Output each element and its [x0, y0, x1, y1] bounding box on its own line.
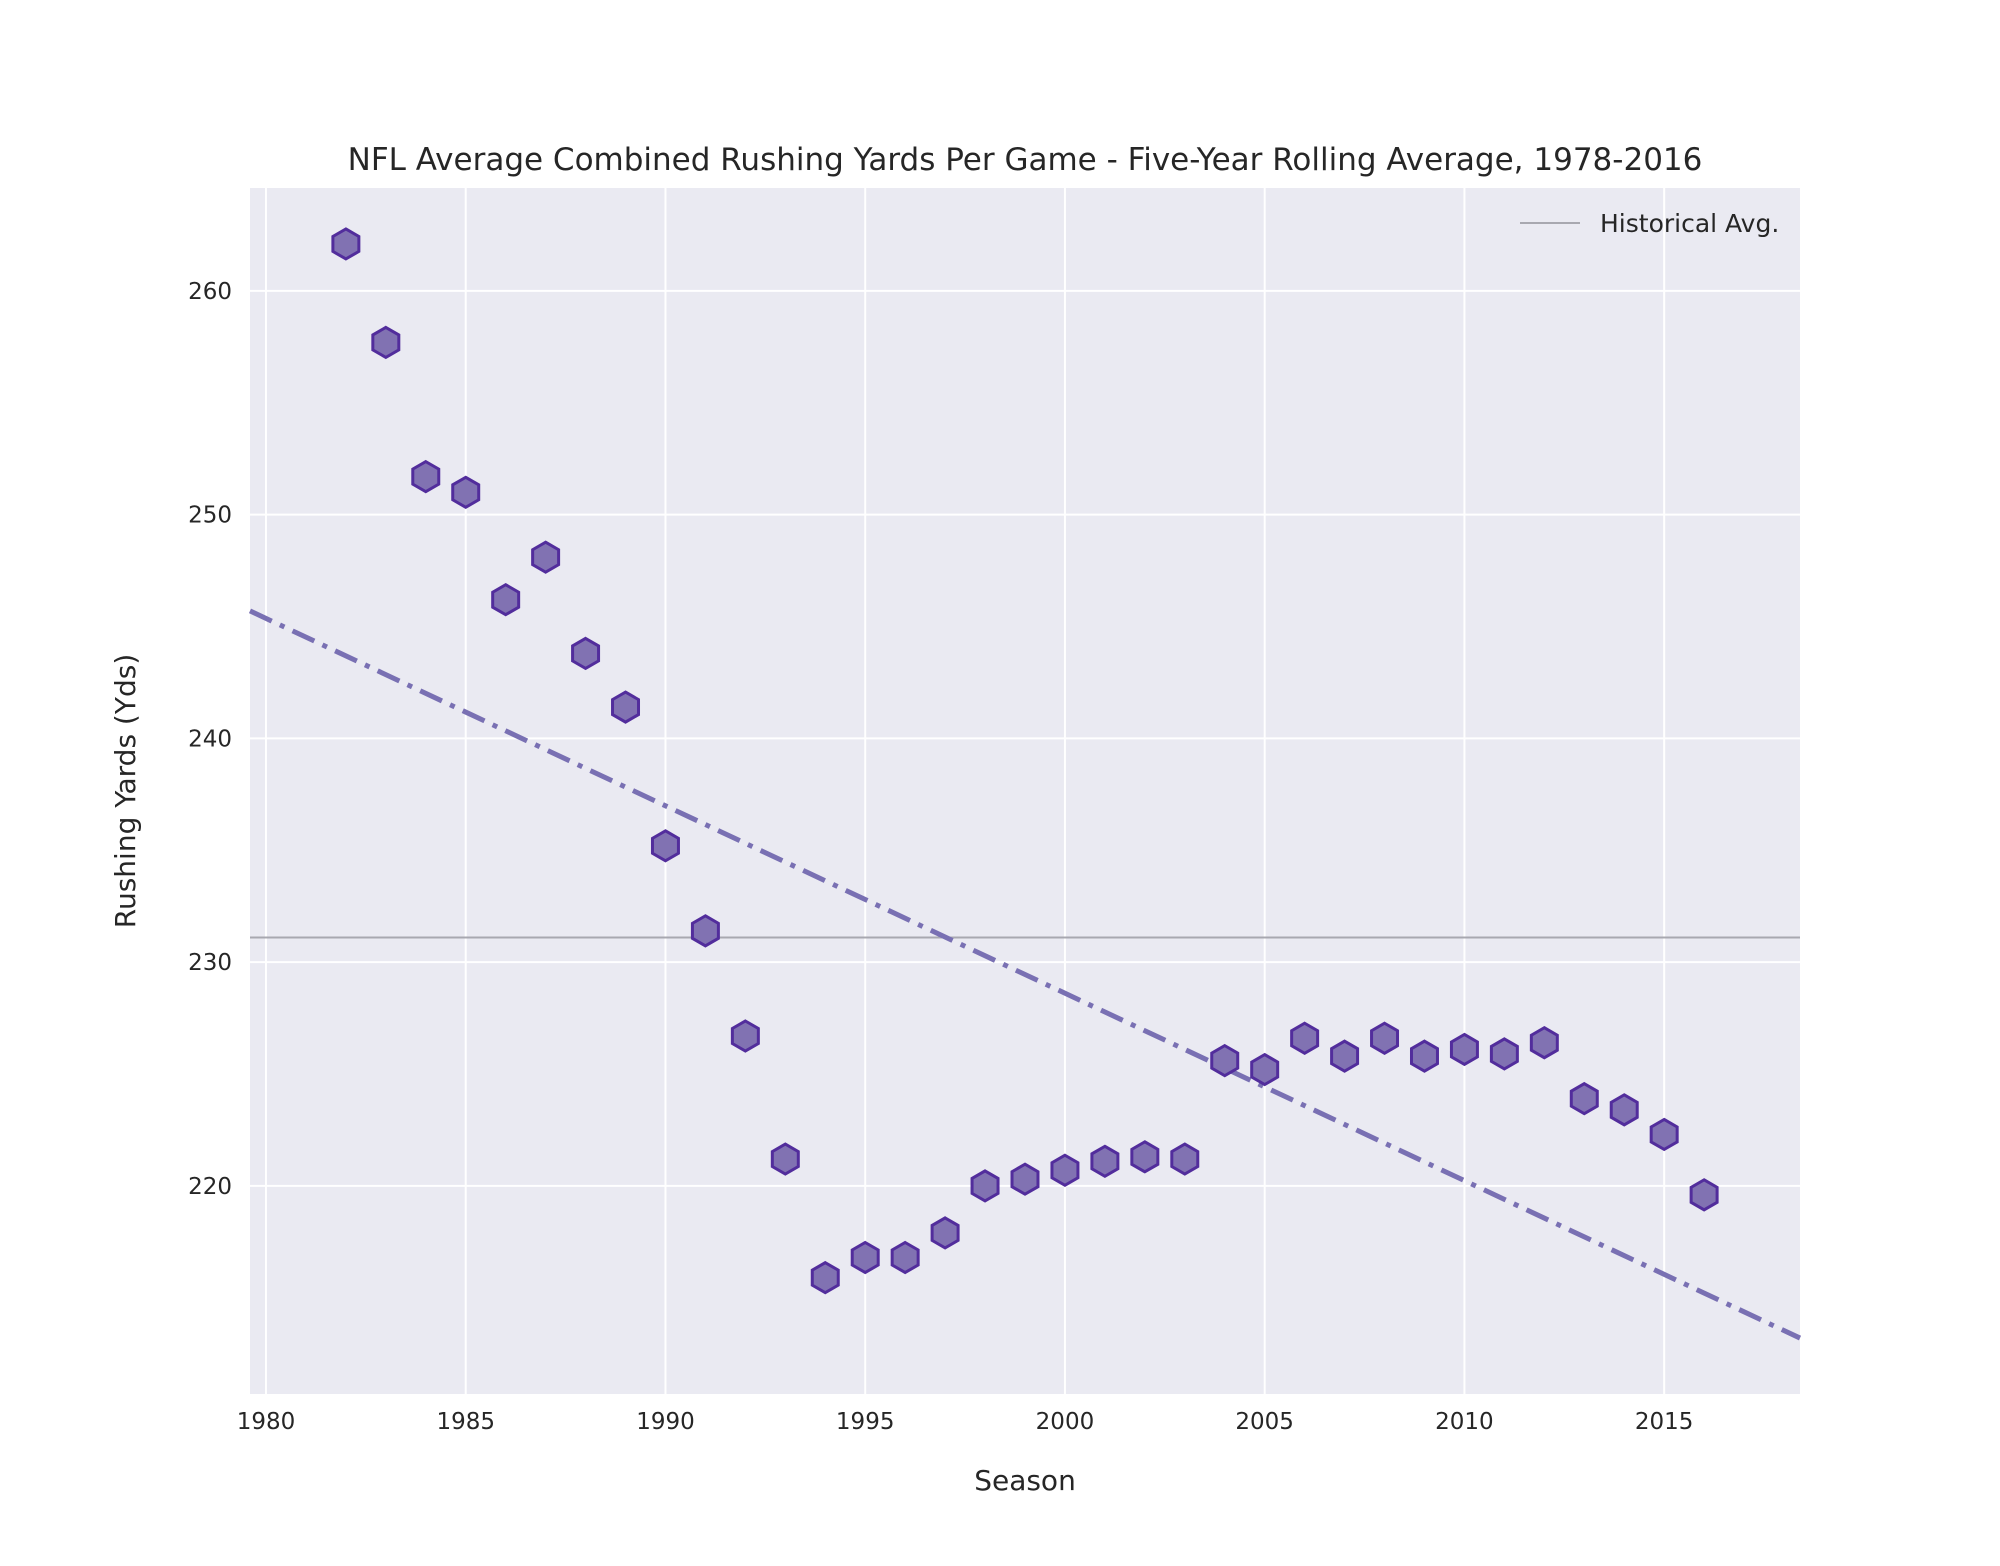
data-point: [730, 1019, 760, 1053]
data-point: [1449, 1032, 1479, 1067]
data-point: [1210, 1043, 1240, 1078]
data-point: [1250, 1052, 1280, 1087]
x-tick-label: 1980: [237, 1409, 296, 1435]
data-point: [970, 1169, 1000, 1203]
data-point: [1689, 1178, 1719, 1212]
data-point: [770, 1142, 800, 1176]
x-tick-label: 2000: [1036, 1409, 1095, 1435]
data-point: [491, 582, 521, 617]
data-point: [1489, 1037, 1519, 1071]
data-point: [1409, 1039, 1439, 1073]
x-tick-label: 1990: [636, 1409, 695, 1435]
data-point: [1330, 1039, 1360, 1073]
trend-line-layer: [248, 608, 1802, 1341]
plot-background: [250, 188, 1800, 1394]
data-point: [930, 1216, 960, 1250]
chart-title: NFL Average Combined Rushing Yards Per G…: [348, 142, 1703, 178]
y-tick-label: 230: [188, 950, 232, 976]
data-point: [890, 1240, 920, 1275]
data-point: [1010, 1162, 1040, 1196]
y-axis-label: Rushing Yards (Yds): [109, 654, 142, 928]
y-tick-label: 260: [188, 279, 232, 305]
x-tick-label: 2005: [1235, 1409, 1294, 1435]
y-tick-label: 220: [188, 1174, 232, 1200]
data-point: [531, 540, 561, 574]
data-point: [1090, 1144, 1120, 1179]
y-tick-label: 240: [188, 726, 232, 752]
data-point: [611, 690, 641, 724]
data-point: [371, 325, 401, 360]
x-tick-label: 2015: [1635, 1409, 1694, 1435]
x-tick-label: 1995: [836, 1409, 895, 1435]
y-tick-label: 250: [188, 503, 232, 529]
data-point: [331, 227, 361, 261]
data-point: [810, 1260, 840, 1295]
data-point: [650, 829, 680, 863]
x-tick-label: 2010: [1435, 1409, 1494, 1435]
tick-labels: 1980 1985 1990 1995 2000 2005 2010 2015 220 230 24…: [188, 279, 1693, 1435]
data-point: [1569, 1081, 1599, 1116]
data-points: [331, 227, 1719, 1295]
data-point: [1130, 1140, 1160, 1174]
data-point: [451, 475, 481, 510]
data-point: [1529, 1025, 1559, 1060]
data-point: [571, 636, 601, 671]
x-tick-label: 1985: [436, 1409, 495, 1435]
data-point: [1609, 1093, 1639, 1127]
data-point: [1290, 1021, 1320, 1055]
data-point: [850, 1240, 880, 1275]
x-axis-label: Season: [974, 1464, 1076, 1497]
trend-line: [248, 608, 1802, 1341]
legend: Historical Avg.: [1520, 209, 1779, 238]
legend-label-historical-avg: Historical Avg.: [1600, 209, 1779, 238]
data-point: [1170, 1142, 1200, 1176]
data-point: [411, 459, 441, 494]
grid: [250, 188, 1800, 1394]
data-point: [1050, 1153, 1080, 1187]
data-point: [1649, 1117, 1679, 1152]
data-point: [690, 914, 720, 948]
data-point: [1370, 1021, 1400, 1055]
